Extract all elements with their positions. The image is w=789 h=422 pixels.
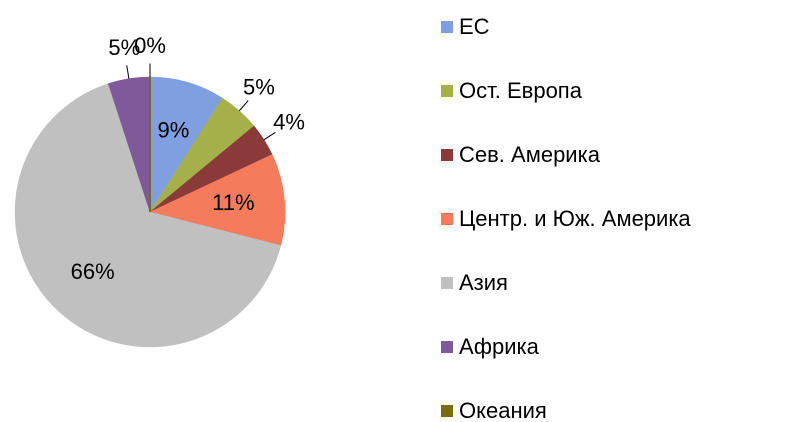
leader-line bbox=[263, 132, 276, 141]
legend-label: ЕС bbox=[459, 14, 490, 39]
pie-slice bbox=[14, 83, 282, 348]
data-label: 5% bbox=[108, 35, 140, 60]
data-label: 0% bbox=[134, 33, 166, 58]
leader-line bbox=[126, 65, 130, 79]
data-label: 5% bbox=[243, 74, 275, 99]
legend-label: Центр. и Юж. Америка bbox=[459, 206, 691, 231]
data-label: 11% bbox=[212, 190, 254, 215]
data-label: 4% bbox=[273, 110, 305, 135]
legend-swatch bbox=[441, 213, 453, 225]
legend-label: Ост. Европа bbox=[459, 78, 583, 103]
data-label: 66% bbox=[71, 259, 115, 284]
legend-label: Океания bbox=[459, 398, 547, 422]
legend-swatch bbox=[441, 85, 453, 97]
legend-swatch bbox=[441, 277, 453, 289]
legend-label: Сев. Америка bbox=[459, 142, 601, 167]
legend-swatch bbox=[441, 405, 453, 417]
legend-swatch bbox=[441, 341, 453, 353]
data-label: 9% bbox=[157, 117, 189, 142]
leader-line bbox=[238, 100, 249, 112]
legend-label: Африка bbox=[459, 334, 540, 359]
legend-swatch bbox=[441, 149, 453, 161]
pie-slice bbox=[149, 154, 286, 246]
legend-swatch bbox=[441, 21, 453, 33]
legend-label: Азия bbox=[459, 270, 508, 295]
